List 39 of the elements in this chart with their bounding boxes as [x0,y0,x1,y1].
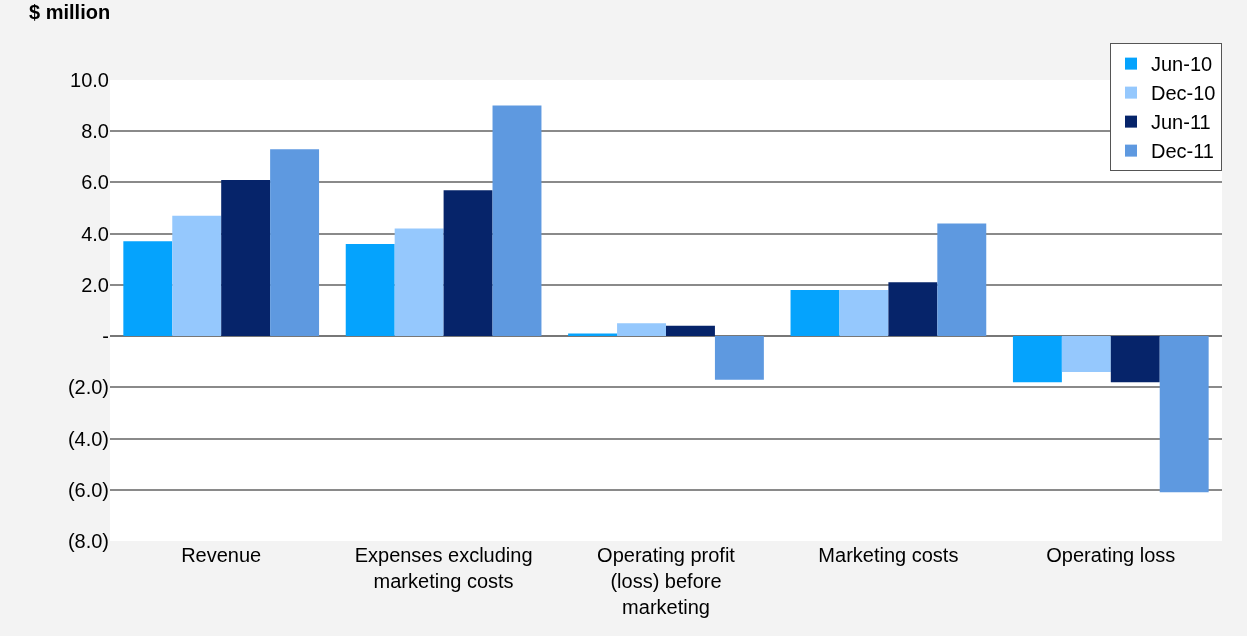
bar [1110,336,1160,383]
y-axis-title: $ million [29,1,111,23]
bar [270,149,320,337]
x-tick-label: Operating loss [1046,544,1176,566]
y-tick-label: (2.0) [67,376,109,399]
bar [123,241,173,337]
y-tick-label: 8.0 [81,120,109,143]
legend-label: Dec-11 [1151,140,1214,163]
bar [172,215,222,337]
bar [790,290,840,337]
y-tick-label: (6.0) [67,478,109,501]
bar [888,282,938,337]
bar [492,105,542,337]
bar [617,323,666,337]
bar [221,179,271,337]
x-tick-label: Revenue [181,544,262,566]
bar [937,223,987,337]
bar [1159,336,1209,493]
bar [666,325,715,337]
y-tick-label: 4.0 [81,222,109,245]
legend-label: Jun-11 [1151,111,1211,134]
bar [443,190,493,337]
x-tick-label: Expenses excluding marketing costs [354,544,533,592]
bar [345,243,395,337]
x-tick-label: Marketing costs [818,544,959,566]
y-tick-label: (8.0) [67,530,109,552]
y-tick-label: 2.0 [81,273,109,296]
y-tick-label: 6.0 [81,171,109,194]
legend-label: Jun-10 [1151,53,1213,76]
bar [394,228,444,337]
x-tick-label: Operating profit (loss) before marketing [597,544,736,618]
bar [714,336,764,380]
y-tick-label: (4.0) [67,427,109,450]
legend-label: Dec-10 [1151,82,1216,105]
bar [1061,336,1111,372]
bar [1012,336,1062,383]
y-tick-label: - [102,325,109,348]
y-tick-label: 10.0 [70,69,109,91]
bar [839,290,889,337]
